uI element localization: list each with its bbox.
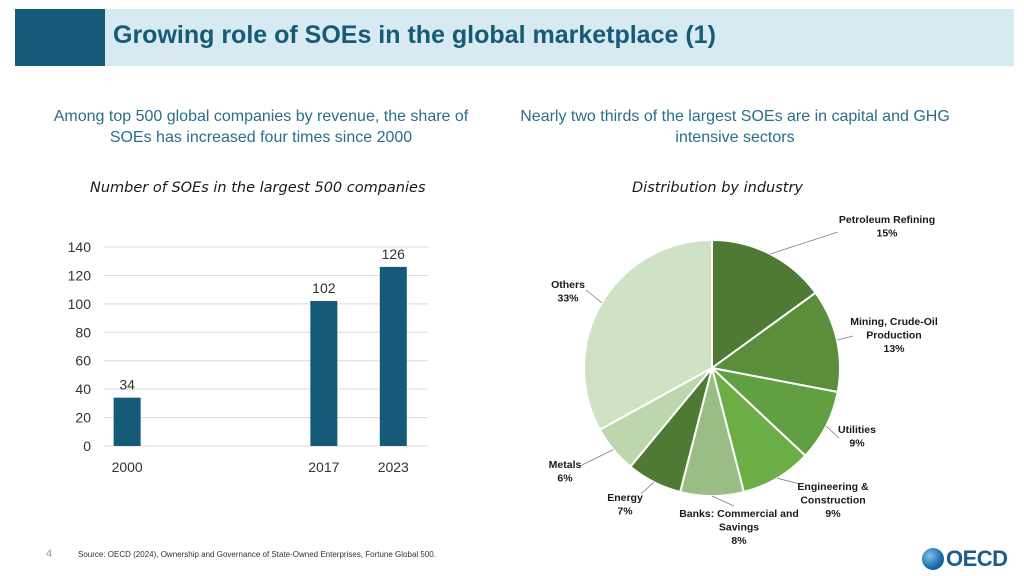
pie-slice-percent: 7% bbox=[617, 506, 633, 518]
pie-leader-line bbox=[579, 449, 614, 467]
y-tick-label: 120 bbox=[68, 267, 92, 283]
pie-leader-line bbox=[836, 335, 854, 341]
bar-data-label: 126 bbox=[382, 246, 406, 262]
pie-slice-label: Energy bbox=[607, 492, 643, 504]
y-tick-label: 140 bbox=[68, 239, 92, 255]
pie-leader-line bbox=[777, 477, 801, 485]
x-tick-label: 2023 bbox=[378, 459, 409, 475]
pie-slice bbox=[711, 238, 817, 370]
pie-slice-label: Mining, Crude-Oil Production bbox=[850, 316, 938, 342]
bar-data-label: 34 bbox=[119, 377, 135, 393]
pie-slice-percent: 13% bbox=[883, 343, 905, 355]
x-tick-label: 2017 bbox=[308, 459, 339, 475]
globe-icon bbox=[922, 548, 944, 570]
pie-slice-label: Others bbox=[551, 279, 585, 291]
y-tick-label: 0 bbox=[83, 438, 91, 454]
pie-slice-percent: 15% bbox=[876, 228, 898, 240]
pie-slice-label: Petroleum Refining bbox=[839, 214, 935, 226]
oecd-logo: OECD bbox=[922, 546, 1014, 572]
header-bar: Growing role of SOEs in the global marke… bbox=[15, 9, 1014, 66]
source-note: Source: OECD (2024), Ownership and Gover… bbox=[78, 550, 436, 559]
left-subheading: Among top 500 global companies by revenu… bbox=[53, 108, 469, 146]
bar bbox=[310, 301, 338, 446]
pie-slice-label: Utilities bbox=[838, 424, 876, 436]
logo-text: OECD bbox=[946, 546, 1008, 571]
y-tick-label: 20 bbox=[75, 410, 91, 426]
x-tick-label: 2000 bbox=[112, 459, 143, 475]
pie-slice-label: Engineering & Construction bbox=[797, 481, 869, 507]
pie-slice-label: Metals bbox=[549, 459, 582, 471]
pie-slice bbox=[583, 238, 713, 432]
pie-chart-title: Distribution by industry bbox=[632, 180, 803, 196]
pie-leader-line bbox=[585, 289, 603, 304]
pie-leader-line bbox=[825, 425, 840, 439]
pie-leader-line bbox=[711, 495, 735, 507]
pie-slice-percent: 33% bbox=[557, 293, 579, 305]
pie-slice-percent: 9% bbox=[849, 438, 865, 450]
y-tick-label: 100 bbox=[68, 296, 92, 312]
bar-data-label: 102 bbox=[312, 280, 336, 296]
y-tick-label: 60 bbox=[75, 353, 91, 369]
y-tick-label: 40 bbox=[75, 381, 91, 397]
pie-slice-percent: 9% bbox=[825, 508, 841, 520]
pie-slice-percent: 8% bbox=[731, 535, 747, 547]
pie-slice-label: Banks: Commercial and Savings bbox=[679, 508, 799, 534]
bar-chart-title: Number of SOEs in the largest 500 compan… bbox=[90, 180, 426, 196]
y-tick-label: 80 bbox=[75, 324, 91, 340]
bar bbox=[379, 266, 407, 446]
right-subheading: Nearly two thirds of the largest SOEs ar… bbox=[520, 108, 950, 146]
pie-leader-line bbox=[769, 231, 839, 255]
header-accent-block bbox=[15, 9, 105, 66]
page-number: 4 bbox=[46, 548, 53, 560]
pie-leader-line bbox=[640, 481, 655, 495]
bar bbox=[113, 397, 141, 446]
page-title: Growing role of SOEs in the global marke… bbox=[113, 21, 716, 49]
pie-slice-percent: 6% bbox=[557, 473, 573, 485]
